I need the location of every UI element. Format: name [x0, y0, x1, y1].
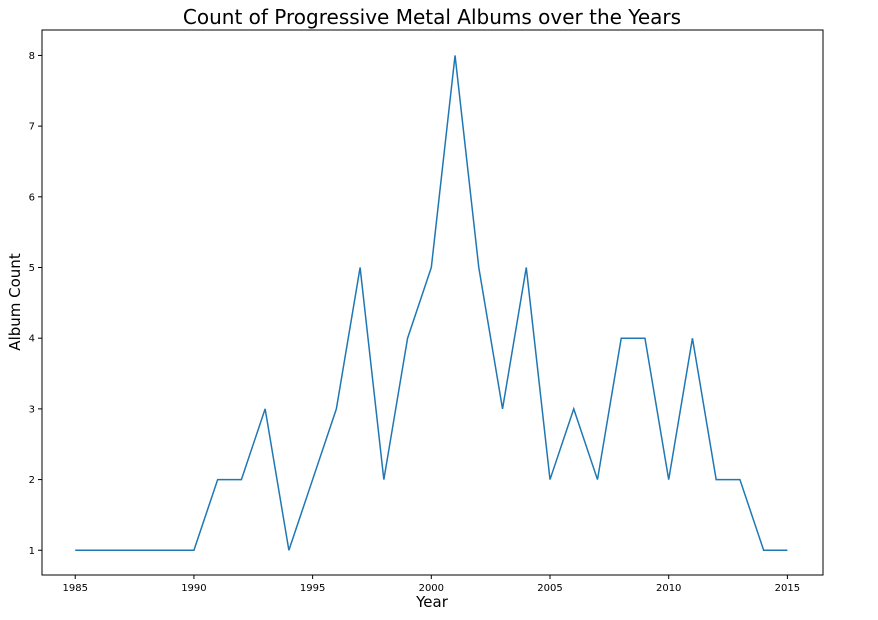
series-layer: [75, 55, 788, 552]
x-tick-label: 2005: [537, 583, 562, 594]
x-tick-label: 1985: [63, 583, 88, 594]
x-axis-label: Year: [415, 593, 449, 611]
y-tick-label: 6: [29, 192, 35, 203]
y-tick-label: 3: [29, 404, 35, 415]
x-tick-label: 1995: [300, 583, 325, 594]
y-tick-label: 8: [29, 51, 35, 62]
chart-title: Count of Progressive Metal Albums over t…: [183, 5, 681, 29]
y-axis: 1 2 3 4 5 6 7 8: [29, 51, 42, 557]
y-axis-label: Album Count: [6, 253, 24, 351]
x-tick-label: 2015: [775, 583, 800, 594]
y-tick-label: 4: [29, 334, 35, 345]
y-tick-label: 5: [29, 263, 35, 274]
x-tick-label: 1990: [181, 583, 206, 594]
x-tick-label: 2000: [419, 583, 444, 594]
plot-area: [41, 29, 824, 576]
series-line: [75, 55, 788, 552]
x-tick-label: 2010: [656, 583, 681, 594]
x-axis: 1985 1990 1995 2000 2005 2010 2015: [63, 575, 800, 594]
y-tick-label: 2: [29, 475, 35, 486]
y-tick-label: 7: [29, 122, 35, 133]
y-tick-label: 1: [29, 546, 35, 557]
